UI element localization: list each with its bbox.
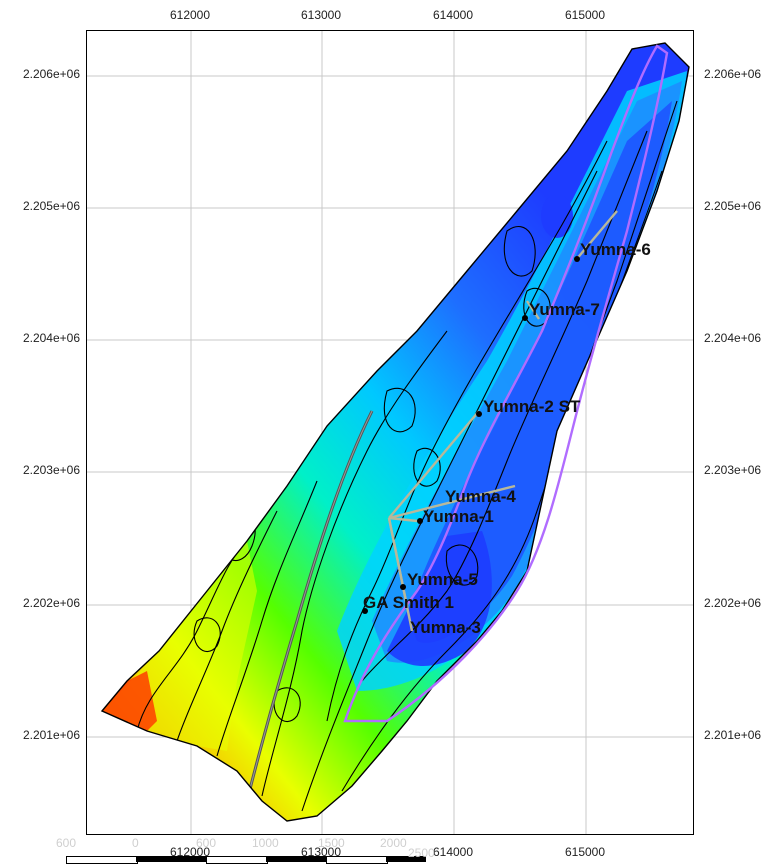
y-tick-left-2201: 2.201e+06 — [22, 728, 80, 742]
scale-label-4: 1500 — [318, 836, 345, 850]
well-markers — [362, 256, 580, 614]
y-tick-right-2204: 2.204e+06 — [704, 331, 762, 345]
y-tick-right-2205: 2.205e+06 — [704, 199, 762, 213]
contour-map: Yumna-6 Yumna-7 Yumna-2 ST Yumna-4 Yumna… — [87, 31, 693, 834]
x-tick-top-615000: 615000 — [564, 8, 606, 22]
contour-fill — [102, 43, 689, 821]
well-dot-yumna-1 — [417, 518, 423, 524]
scale-label-0: 600 — [56, 836, 77, 850]
x-tick-bottom-614000: 614000 — [432, 845, 474, 859]
y-tick-left-2204: 2.204e+06 — [22, 331, 80, 345]
scale-bar — [66, 852, 426, 864]
x-tick-top-612000: 612000 — [169, 8, 211, 22]
y-tick-right-2202: 2.202e+06 — [704, 596, 762, 610]
well-label-ga-smith-1: GA Smith 1 — [363, 593, 454, 612]
well-dot-yumna-7 — [522, 315, 528, 321]
y-tick-left-2205: 2.205e+06 — [22, 199, 80, 213]
well-label-yumna-1: Yumna-1 — [423, 507, 494, 526]
scale-label-2: 600 — [196, 836, 217, 850]
map-frame[interactable]: Yumna-6 Yumna-7 Yumna-2 ST Yumna-4 Yumna… — [86, 30, 694, 835]
y-tick-left-2203: 2.203e+06 — [22, 463, 80, 477]
well-dot-yumna-2st — [476, 411, 482, 417]
highlight-contour — [343, 44, 669, 723]
y-tick-right-2206: 2.206e+06 — [704, 67, 762, 81]
x-tick-bottom-612000: 612000 — [169, 845, 211, 859]
well-dot-yumna-5 — [400, 584, 406, 590]
well-label-yumna-3: Yumna-3 — [410, 618, 481, 637]
y-tick-left-2202: 2.202e+06 — [22, 596, 80, 610]
field-outline — [100, 42, 690, 822]
well-dot-ga-smith-1 — [362, 608, 368, 614]
well-label-yumna-7: Yumna-7 — [529, 300, 600, 319]
well-label-yumna-4: Yumna-4 — [445, 487, 516, 506]
scale-label-1: 0 — [132, 836, 139, 850]
scale-label-6: 2500 — [408, 846, 435, 860]
well-trajectories — [387, 210, 618, 632]
x-tick-top-613000: 613000 — [300, 8, 342, 22]
well-label-yumna-5: Yumna-5 — [407, 570, 478, 589]
well-label-yumna-2st: Yumna-2 ST — [483, 397, 581, 416]
scale-label-5: 2000 — [380, 836, 407, 850]
y-tick-right-2201: 2.201e+06 — [704, 728, 762, 742]
x-tick-bottom-613000: 613000 — [300, 845, 342, 859]
well-dot-yumna-6 — [574, 256, 580, 262]
x-tick-top-614000: 614000 — [432, 8, 474, 22]
scale-label-3: 1000 — [252, 836, 279, 850]
y-tick-left-2206: 2.206e+06 — [22, 67, 80, 81]
x-tick-bottom-615000: 615000 — [564, 845, 606, 859]
well-label-yumna-6: Yumna-6 — [580, 240, 651, 259]
y-tick-right-2203: 2.203e+06 — [704, 463, 762, 477]
